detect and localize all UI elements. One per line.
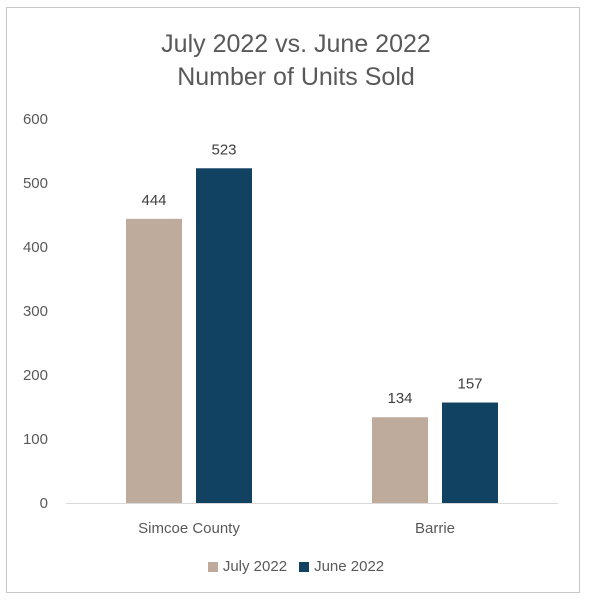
y-tick-label: 400 [23,239,48,256]
legend: July 2022 June 2022 [0,558,592,575]
chart-title-line-1: July 2022 vs. June 2022 [161,30,431,58]
y-tick-label: 300 [23,303,48,320]
bar [372,417,428,503]
chart-title-line-2: Number of Units Sold [177,63,415,91]
bar [126,218,182,503]
data-label: 444 [141,192,166,209]
x-tick-label: Barrie [415,520,455,537]
legend-swatch-june [299,561,310,572]
x-tick-label: Simcoe County [138,520,240,537]
y-tick-label: 0 [40,495,48,512]
y-tick-label: 600 [23,111,48,128]
bar [442,402,498,503]
data-label: 157 [457,376,482,393]
y-tick-label: 500 [23,175,48,192]
bar [196,168,252,503]
data-label: 523 [211,141,236,158]
legend-item-june: June 2022 [299,558,384,575]
legend-item-july: July 2022 [207,558,288,575]
y-tick-label: 100 [23,431,48,448]
legend-swatch-july [207,561,218,572]
y-tick-label: 200 [23,367,48,384]
chart-title: July 2022 vs. June 2022 Number of Units … [0,28,592,94]
legend-label-july: July 2022 [222,558,288,575]
legend-label-june: June 2022 [314,558,385,575]
data-label: 134 [387,390,412,407]
